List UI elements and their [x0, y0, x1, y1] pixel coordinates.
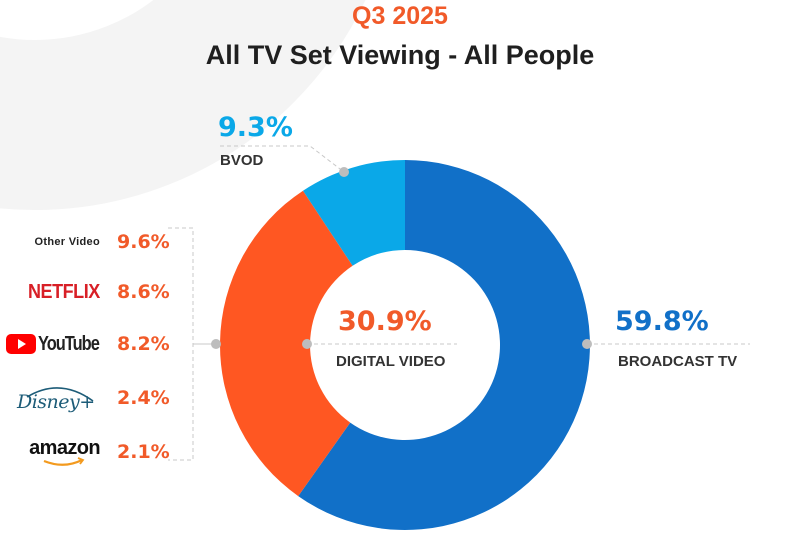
- disney-plus-logo-icon: Disney+: [15, 379, 100, 417]
- broadcast-tv-marker: [582, 339, 592, 349]
- amazon-logo-icon: amazon: [20, 437, 101, 467]
- bvod-marker: [339, 167, 349, 177]
- breakdown-row-other-video: Other Video 9.6%: [0, 222, 200, 262]
- breakdown-marker: [211, 339, 221, 349]
- bvod-label: BVOD: [220, 152, 264, 169]
- amazon-smile-icon: [43, 457, 85, 466]
- netflix-logo-icon: NETFLIX: [28, 280, 100, 303]
- slice-broadcast-tv[interactable]: [298, 160, 590, 530]
- breakdown-row-netflix: NETFLIX 8.6%: [0, 272, 200, 312]
- youtube-play-icon: [6, 334, 36, 354]
- disney-arc-icon: [26, 387, 94, 402]
- other-video-label: Other Video: [34, 236, 100, 248]
- chart-period: Q3 2025: [352, 2, 448, 30]
- youtube-logo-icon: YouTube: [6, 333, 100, 356]
- netflix-percentage: 8.6%: [117, 281, 170, 303]
- amazon-percentage: 2.1%: [117, 441, 170, 463]
- broadcast-tv-label: BROADCAST TV: [618, 353, 738, 370]
- disney-plus-percentage: 2.4%: [117, 387, 170, 409]
- bvod-percentage: 9.3%: [218, 112, 293, 143]
- breakdown-row-youtube: YouTube 8.2%: [0, 324, 200, 364]
- broadcast-tv-percentage: 59.8%: [615, 306, 709, 337]
- breakdown-row-disney-plus: Disney+ 2.4%: [0, 378, 200, 418]
- slice-bvod[interactable]: [303, 160, 405, 266]
- breakdown-row-amazon: amazon 2.1%: [0, 432, 200, 472]
- digital-video-marker: [302, 339, 312, 349]
- chart-title: All TV Set Viewing - All People: [205, 40, 595, 70]
- digital-video-percentage: 30.9%: [338, 306, 432, 337]
- slice-digital-video[interactable]: [219, 190, 353, 497]
- youtube-percentage: 8.2%: [117, 333, 170, 355]
- bvod-leader-line: [220, 145, 345, 173]
- other-video-percentage: 9.6%: [117, 231, 170, 253]
- digital-video-label: DIGITAL VIDEO: [336, 353, 446, 370]
